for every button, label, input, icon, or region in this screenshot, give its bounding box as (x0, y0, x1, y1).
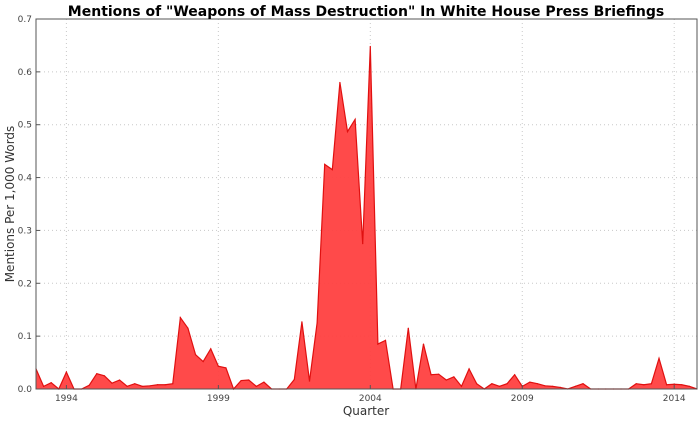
data-point (422, 343, 425, 345)
data-point (324, 163, 326, 165)
y-axis-title: Mentions Per 1,000 Words (3, 126, 17, 283)
data-point (582, 383, 584, 385)
data-point (673, 383, 675, 385)
data-point (559, 386, 561, 389)
x-axis-ticks: 1994 1999 2004 2009 2014 (55, 385, 686, 404)
data-point (354, 118, 356, 121)
data-point (65, 371, 67, 373)
data-point (339, 81, 341, 84)
data-point (453, 376, 455, 378)
series-line (35, 46, 698, 391)
data-point (476, 383, 478, 385)
data-point (179, 317, 181, 319)
data-point (574, 385, 577, 387)
data-point (202, 360, 204, 363)
y-tick-label: 0.2 (18, 279, 32, 289)
data-point (149, 385, 151, 387)
data-point (217, 365, 219, 367)
data-point (156, 384, 159, 386)
data-point (666, 384, 668, 386)
data-point (491, 383, 493, 385)
data-point (263, 381, 265, 383)
data-point (544, 385, 546, 387)
data-point (164, 384, 166, 386)
y-tick-label: 0.0 (18, 385, 33, 395)
data-point (346, 130, 349, 133)
data-point (111, 382, 113, 384)
data-point (88, 384, 90, 386)
data-point (650, 383, 653, 385)
x-tick-label: 1999 (207, 394, 230, 404)
data-point (187, 327, 189, 329)
data-point (430, 374, 432, 376)
data-point (688, 385, 691, 387)
data-point (225, 367, 227, 369)
y-tick-label: 0.1 (18, 332, 32, 342)
data-point (384, 339, 387, 341)
data-point (172, 383, 174, 385)
data-point (316, 322, 318, 324)
chart-title: Mentions of "Weapons of Mass Destruction… (68, 4, 664, 20)
data-point (103, 375, 105, 377)
data-point (308, 380, 311, 382)
data-point (362, 243, 364, 245)
data-point (301, 321, 303, 323)
y-tick-label: 0.5 (18, 121, 32, 131)
data-point (194, 354, 197, 356)
data-point (377, 343, 379, 345)
data-point (369, 45, 371, 48)
data-point (407, 327, 409, 329)
data-point (331, 169, 333, 171)
data-point (635, 383, 637, 385)
data-point (536, 383, 539, 385)
data-point (126, 385, 128, 387)
data-point (50, 382, 52, 384)
y-tick-label: 0.4 (18, 174, 33, 184)
data-point (210, 348, 212, 350)
data-point (643, 384, 645, 386)
data-point (141, 385, 143, 387)
data-point (255, 385, 257, 387)
data-point (506, 383, 508, 385)
data-point (248, 379, 250, 381)
data-point (681, 384, 683, 386)
data-point (460, 385, 463, 387)
x-axis-title: Quarter (343, 404, 389, 418)
data-point (552, 385, 554, 387)
y-tick-label: 0.3 (18, 226, 32, 236)
data-point (438, 373, 440, 375)
data-point (658, 357, 660, 359)
x-tick-label: 2004 (359, 394, 382, 404)
data-point (96, 373, 98, 375)
x-tick-label: 2009 (511, 394, 534, 404)
data-point (118, 379, 121, 381)
data-point (498, 385, 501, 387)
data-point (134, 383, 136, 385)
y-axis-ticks: 0.0 0.1 0.2 0.3 0.4 0.5 0.6 0.7 (18, 15, 40, 395)
data-point (293, 378, 295, 381)
data-point (240, 379, 242, 382)
plot-frame (35, 18, 698, 390)
y-tick-label: 0.7 (18, 15, 32, 25)
data-point (468, 368, 470, 370)
data-point (514, 374, 516, 376)
x-tick-label: 1994 (55, 394, 78, 404)
data-point (529, 381, 531, 383)
series-area (36, 46, 697, 390)
y-tick-label: 0.6 (18, 68, 33, 78)
x-tick-label: 2014 (663, 394, 686, 404)
data-point (445, 379, 447, 381)
data-point (43, 385, 45, 387)
